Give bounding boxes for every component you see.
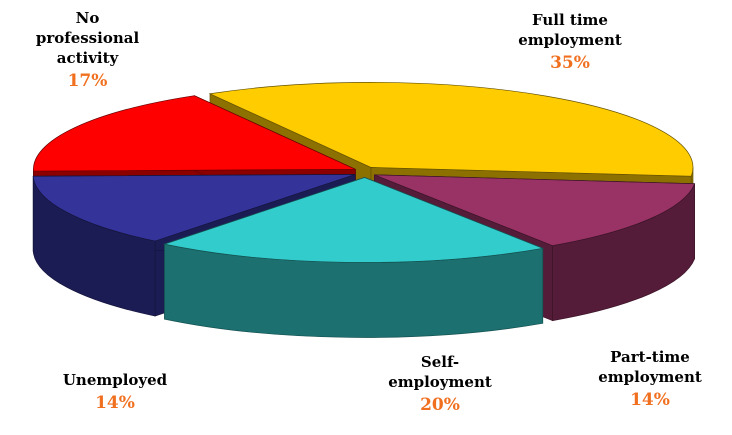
value-label: 14% (630, 390, 670, 410)
category-label: Full time employment (518, 11, 622, 49)
category-label: No professional activity (35, 9, 140, 67)
value-label: 14% (95, 393, 135, 413)
category-label: Part-time employment (598, 348, 702, 386)
value-label: 17% (67, 71, 108, 91)
slice-label: Full time employment 35% (510, 10, 630, 73)
slice-label: No professional activity 17% (30, 8, 145, 91)
slice (163, 176, 545, 338)
slice-top (33, 95, 356, 172)
slice-top (32, 174, 356, 242)
slice-label: Unemployed 14% (40, 370, 190, 413)
slice-top (374, 174, 696, 247)
value-label: 20% (420, 395, 460, 415)
category-label: Self-employment (388, 353, 492, 391)
slice-top (163, 177, 545, 263)
slice-top (208, 82, 694, 177)
slice-label: Part-time employment 14% (590, 347, 710, 410)
category-label: Unemployed (62, 371, 168, 389)
value-label: 35% (550, 53, 590, 73)
slice-label: Self-employment 20% (385, 352, 495, 415)
